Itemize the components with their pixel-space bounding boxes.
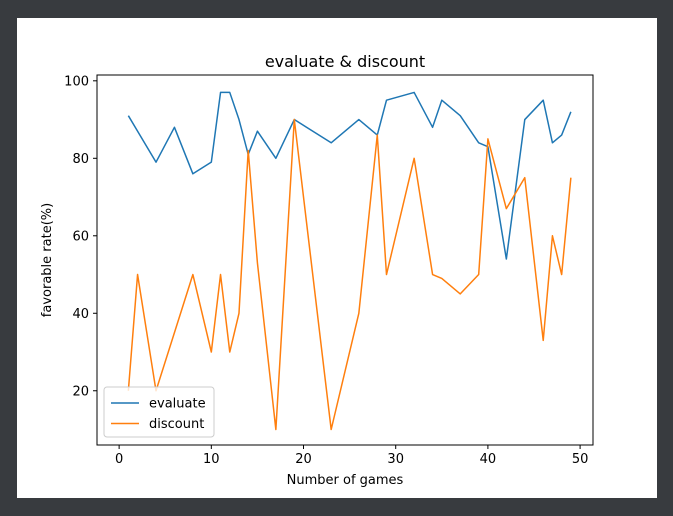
plot-lines bbox=[127, 91, 572, 431]
series-line-evaluate bbox=[127, 91, 572, 260]
x-axis-title: Number of games bbox=[287, 473, 404, 488]
figure: evaluate & discount 0 10 20 30 40 50 20 40 60 80… bbox=[17, 18, 657, 498]
y-tick-label: 80 bbox=[72, 152, 89, 167]
x-tick-label: 40 bbox=[480, 452, 497, 467]
y-tick-label: 20 bbox=[72, 384, 89, 399]
legend-box bbox=[103, 386, 215, 438]
legend-label-discount: discount bbox=[149, 417, 204, 432]
legend: evaluate discount bbox=[103, 386, 215, 438]
chart-title: evaluate & discount bbox=[265, 52, 425, 71]
y-tick-label: 100 bbox=[64, 74, 89, 89]
y-axis: 20 40 60 80 100 bbox=[64, 74, 97, 399]
legend-label-evaluate: evaluate bbox=[149, 397, 206, 412]
x-tick-label: 20 bbox=[295, 452, 312, 467]
y-tick-label: 40 bbox=[72, 307, 89, 322]
line-chart: evaluate & discount 0 10 20 30 40 50 20 40 60 80… bbox=[40, 52, 594, 488]
plot-frame bbox=[96, 74, 594, 446]
x-tick-label: 30 bbox=[387, 452, 404, 467]
x-axis: 0 10 20 30 40 50 bbox=[115, 445, 588, 467]
series-line-discount bbox=[127, 118, 572, 431]
x-tick-label: 10 bbox=[203, 452, 220, 467]
x-tick-label: 0 bbox=[115, 452, 123, 467]
y-tick-label: 60 bbox=[72, 229, 89, 244]
y-axis-title: favorable rate(%) bbox=[40, 203, 55, 317]
x-tick-label: 50 bbox=[572, 452, 589, 467]
